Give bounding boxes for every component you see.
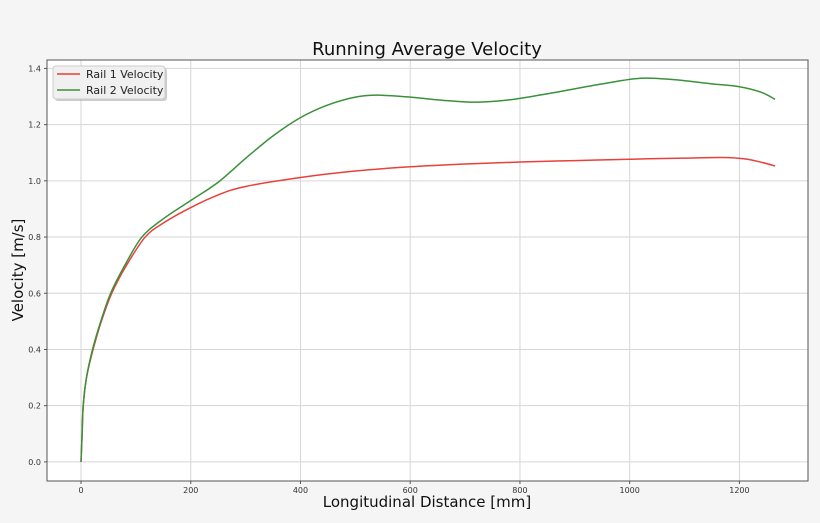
x-tick-label: 800: [512, 486, 527, 495]
chart-title: Running Average Velocity: [312, 39, 542, 60]
y-tick-label: 0.2: [28, 402, 41, 411]
y-tick-label: 1.4: [28, 64, 41, 73]
x-tick-label: 600: [403, 486, 418, 495]
y-tick-label: 0.8: [28, 233, 41, 242]
y-axis-label: Velocity [m/s]: [9, 219, 27, 322]
y-tick-label: 0.0: [28, 458, 41, 467]
legend-label-rail-1: Rail 1 Velocity: [86, 68, 164, 81]
series-line-rail-2: [80, 77, 776, 462]
y-tick-label: 1.2: [28, 121, 41, 130]
x-tick-label: 1000: [620, 486, 640, 495]
x-tick-label: 0: [78, 486, 83, 495]
x-tick-label: 400: [293, 486, 308, 495]
y-tick-label: 1.0: [28, 177, 41, 186]
plot-area: [47, 60, 808, 481]
y-tick-label: 0.6: [28, 289, 41, 298]
legend-label-rail-2: Rail 2 Velocity: [86, 84, 164, 97]
legend: Rail 1 Velocity Rail 2 Velocity: [52, 65, 167, 101]
x-tick-label: 1200: [729, 486, 749, 495]
x-tick-label: 200: [183, 486, 198, 495]
plot-frame: [46, 59, 809, 482]
x-axis-label: Longitudinal Distance [mm]: [323, 493, 531, 511]
y-tick-label: 0.4: [28, 345, 41, 354]
